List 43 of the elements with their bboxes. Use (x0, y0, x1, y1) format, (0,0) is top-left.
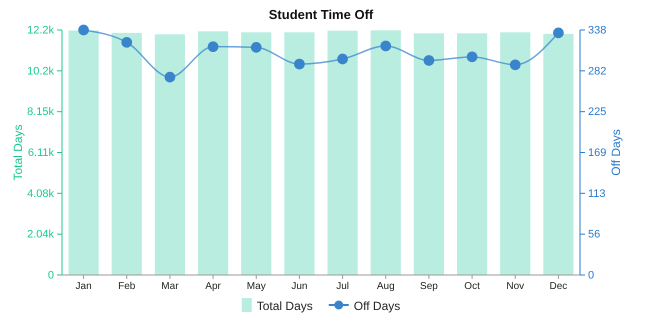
y-tick-label: 2.04k (27, 228, 54, 241)
x-tick-label: Apr (205, 281, 222, 292)
y2-tick-label: 225 (588, 106, 606, 118)
y2-tick-label: 169 (588, 147, 606, 160)
legend-label: Total Days (256, 299, 313, 313)
y2-tick-label: 113 (588, 188, 606, 200)
y2-tick-label: 0 (588, 270, 594, 282)
x-tick-label: Sep (420, 281, 438, 292)
chart-title: Student Time Off (268, 7, 374, 22)
y2-tick-label: 56 (588, 228, 600, 241)
x-tick-label: Dec (550, 281, 568, 292)
legend-label: Off Days (354, 299, 400, 313)
y-tick-label: 0 (48, 270, 54, 282)
point (78, 24, 89, 36)
y2-tick-label: 338 (588, 24, 606, 37)
x-tick-label: Mar (161, 281, 180, 292)
point (250, 42, 262, 53)
x-tick-label: Jan (76, 281, 92, 292)
x-tick-label: Aug (376, 281, 395, 292)
y-tick-label: 12.2k (27, 24, 54, 37)
point (121, 36, 132, 48)
point (337, 54, 348, 64)
y-tick-label: 10.2k (27, 65, 54, 78)
point (466, 51, 478, 62)
x-tick-label: May (246, 281, 266, 292)
point (424, 55, 434, 66)
y2-axis-title: Off Days (609, 129, 623, 176)
point (294, 58, 305, 70)
x-tick-label: Feb (118, 281, 136, 292)
x-tick-label: Jun (291, 281, 308, 292)
y2-tick-label: 282 (588, 65, 606, 78)
point (164, 72, 176, 82)
point (208, 41, 218, 52)
x-tick-label: Oct (464, 281, 480, 292)
y-tick-label: 4.08k (27, 188, 54, 200)
y-tick-label: 8.15k (27, 106, 54, 118)
y-tick-label: 6.11k (28, 147, 54, 160)
point (380, 40, 392, 52)
x-tick-label: Nov (506, 281, 524, 292)
point (553, 28, 564, 38)
y-axis-title: Total Days (11, 124, 25, 181)
point (510, 59, 521, 70)
x-tick-label: Jul (336, 281, 349, 292)
